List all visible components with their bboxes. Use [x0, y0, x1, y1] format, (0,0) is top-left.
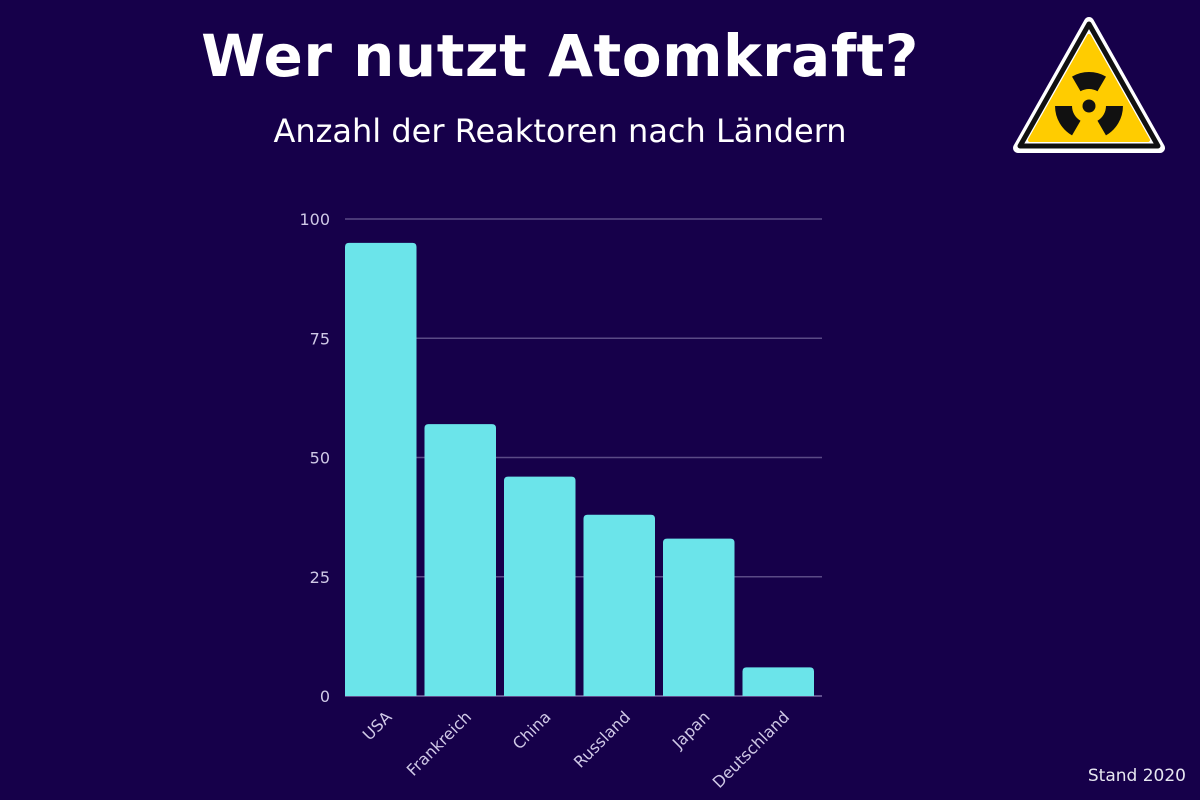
- x-tick-label: Frankreich: [403, 707, 475, 779]
- y-axis-tick-labels: 0 25 50 75 100: [299, 210, 330, 706]
- y-tick-label: 100: [299, 210, 330, 229]
- y-tick-label: 50: [310, 449, 330, 468]
- y-tick-label: 25: [310, 568, 330, 587]
- bar-deutschland: [742, 667, 814, 696]
- y-tick-label: 75: [310, 329, 330, 348]
- x-tick-label: Japan: [668, 707, 714, 753]
- page-subtitle: Anzahl der Reaktoren nach Ländern: [273, 112, 847, 150]
- bar-japan: [663, 538, 735, 696]
- x-tick-label: Russland: [570, 707, 634, 771]
- radiation-warning-icon: [1013, 17, 1165, 153]
- x-axis-tick-labels: USA Frankreich China Russland JapanDeutschla…: [359, 707, 793, 791]
- y-tick-label: 0: [320, 687, 330, 706]
- x-tick-label: Deutschland: [709, 707, 793, 791]
- x-tick-label: USA: [359, 707, 396, 744]
- x-tick-label: China: [509, 707, 555, 753]
- bar-usa: [345, 242, 417, 696]
- bars: [345, 242, 814, 696]
- bar-russland: [583, 514, 655, 696]
- bar-frankreich: [424, 424, 496, 696]
- page-title: Wer nutzt Atomkraft?: [201, 22, 919, 90]
- footnote: Stand 2020: [1087, 766, 1186, 786]
- bar-china: [504, 476, 576, 696]
